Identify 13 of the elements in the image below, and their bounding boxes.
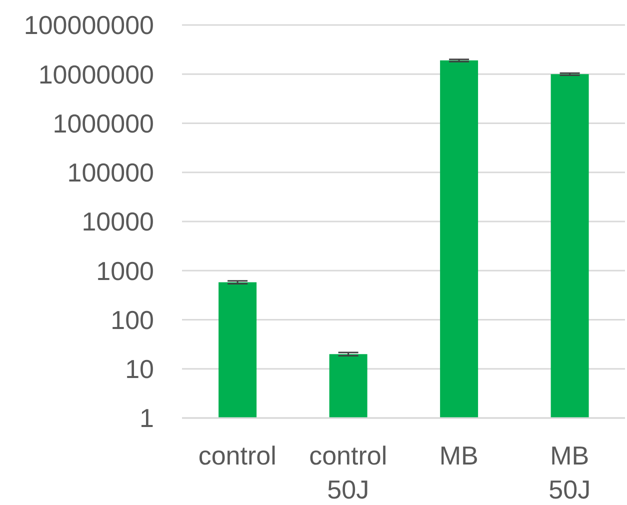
x-tick-label: MB 50J bbox=[548, 440, 591, 504]
x-tick-label: control bbox=[198, 440, 276, 470]
y-tick-label: 100000000 bbox=[24, 10, 154, 40]
x-tick-label: control 50J bbox=[309, 440, 388, 504]
y-tick-label: 10000000 bbox=[38, 59, 154, 90]
y-tick-label: 100000 bbox=[67, 158, 154, 188]
y-tick-label: 100 bbox=[110, 304, 154, 335]
y-tick-label: 1000000 bbox=[52, 108, 154, 138]
y-tick-label: 1 bbox=[140, 403, 154, 434]
x-tick-label: MB bbox=[439, 440, 478, 470]
y-tick-label: 10 bbox=[125, 354, 154, 384]
y-tick-label: 10000 bbox=[82, 206, 154, 237]
y-tick-label: 1000 bbox=[96, 256, 154, 286]
